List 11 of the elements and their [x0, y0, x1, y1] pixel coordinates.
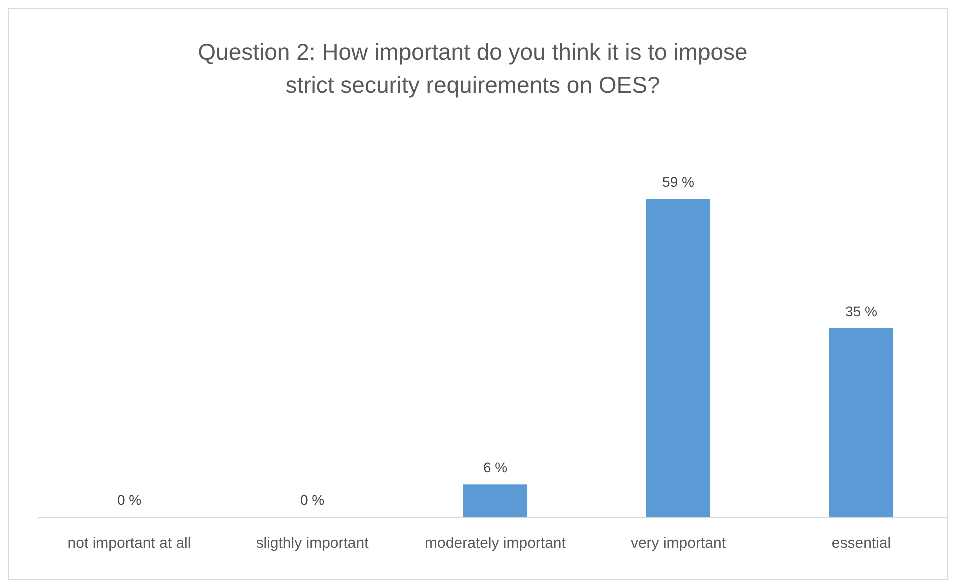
- data-label: 35 %: [846, 303, 878, 320]
- data-label: 59 %: [662, 174, 694, 190]
- data-label: 0 %: [117, 492, 142, 508]
- x-tick-label: moderately important: [425, 535, 567, 552]
- x-tick-label: essential: [832, 535, 892, 552]
- data-label: 6 %: [483, 460, 508, 476]
- x-tick-label: not important at all: [68, 535, 192, 552]
- chart-title: Question 2: How important do you think it is to impose strict security requirements on OES?: [198, 39, 748, 98]
- x-tick-label: very important: [630, 535, 727, 552]
- data-label: 0 %: [300, 492, 325, 508]
- x-tick-label: sligthly important: [256, 535, 370, 552]
